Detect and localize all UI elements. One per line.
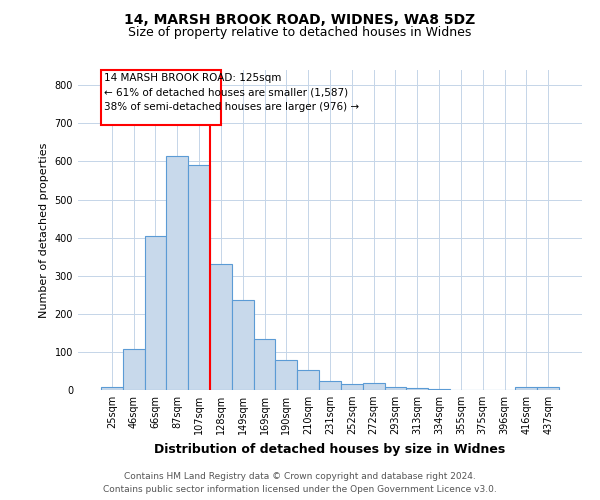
Bar: [232, 300, 254, 390]
Bar: [254, 338, 275, 390]
Bar: [406, 388, 428, 390]
Bar: [166, 156, 188, 390]
Bar: [537, 386, 559, 390]
X-axis label: Distribution of detached houses by size in Widnes: Distribution of detached houses by size …: [154, 442, 506, 456]
Text: Size of property relative to detached houses in Widnes: Size of property relative to detached ho…: [128, 26, 472, 39]
Y-axis label: Number of detached properties: Number of detached properties: [39, 142, 49, 318]
Bar: [210, 264, 232, 390]
Bar: [123, 349, 145, 390]
Bar: [341, 384, 363, 390]
Bar: [428, 389, 450, 390]
Bar: [188, 165, 210, 390]
Bar: [363, 383, 385, 390]
Bar: [275, 360, 297, 390]
Text: Contains HM Land Registry data © Crown copyright and database right 2024.
Contai: Contains HM Land Registry data © Crown c…: [103, 472, 497, 494]
Bar: [297, 370, 319, 390]
Bar: [385, 387, 406, 390]
Bar: [515, 387, 537, 390]
Bar: [101, 70, 221, 125]
Bar: [145, 236, 166, 390]
Text: 14 MARSH BROOK ROAD: 125sqm
← 61% of detached houses are smaller (1,587)
38% of : 14 MARSH BROOK ROAD: 125sqm ← 61% of det…: [104, 73, 359, 112]
Text: 14, MARSH BROOK ROAD, WIDNES, WA8 5DZ: 14, MARSH BROOK ROAD, WIDNES, WA8 5DZ: [124, 12, 476, 26]
Bar: [101, 388, 123, 390]
Bar: [319, 381, 341, 390]
